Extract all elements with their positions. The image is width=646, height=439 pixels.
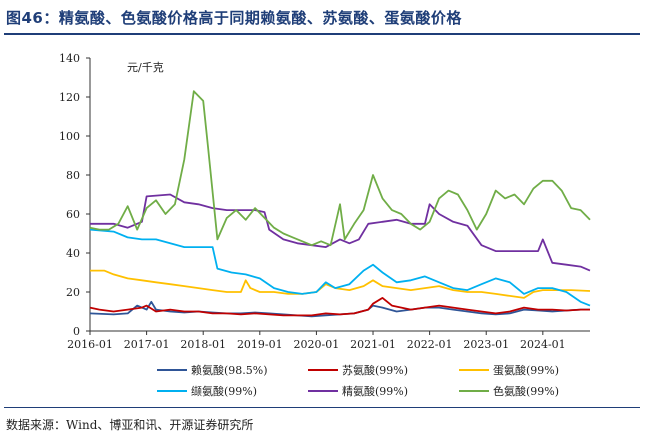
legend-label: 精氨酸(99%) xyxy=(342,384,408,398)
series-line xyxy=(90,193,591,272)
x-tick-label: 2016-01 xyxy=(67,338,113,351)
y-ticks: 0 20 40 60 80 100 120 140 xyxy=(59,52,90,338)
x-tick-label: 2019-01 xyxy=(237,338,283,351)
legend: 赖氨酸(98.5%) 苏氨酸(99%) 蛋氨酸(99%) 缬氨酸(99%) 精氨酸(99… xyxy=(157,363,559,398)
y-tick-label: 140 xyxy=(59,52,80,65)
y-tick-label: 100 xyxy=(59,130,80,143)
y-tick-label: 60 xyxy=(66,208,80,221)
bottom-rule xyxy=(4,407,640,408)
chart-svg: 0 20 40 60 80 100 120 140 2016-01 2017-01 2018-01… xyxy=(59,52,591,398)
legend-label: 色氨酸(99%) xyxy=(493,384,559,398)
title-rule xyxy=(4,33,640,35)
source-note: 数据来源：Wind、博亚和讯、开源证券研究所 xyxy=(6,418,254,432)
x-tick-label: 2024-01 xyxy=(520,338,566,351)
figure-title: 图46：精氨酸、色氨酸价格高于同期赖氨酸、苏氨酸、蛋氨酸价格 xyxy=(6,9,462,27)
x-tick-label: 2020-01 xyxy=(294,338,340,351)
y-tick-label: 20 xyxy=(66,286,80,299)
x-tick-label: 2017-01 xyxy=(124,338,170,351)
x-tick-label: 2023-01 xyxy=(463,338,509,351)
legend-label: 赖氨酸(98.5%) xyxy=(191,363,268,377)
legend-label: 苏氨酸(99%) xyxy=(342,363,408,377)
x-tick-label: 2021-01 xyxy=(350,338,396,351)
x-ticks: 2016-01 2017-01 2018-01 2019-01 2020-01 2021-… xyxy=(67,331,566,351)
series-line xyxy=(89,297,590,317)
series-line xyxy=(89,228,591,307)
x-tick-label: 2022-01 xyxy=(407,338,453,351)
legend-label: 缬氨酸(99%) xyxy=(191,384,257,398)
x-tick-label: 2018-01 xyxy=(180,338,226,351)
y-tick-label: 40 xyxy=(66,247,80,260)
y-tick-label: 80 xyxy=(66,169,80,182)
y-tick-label: 0 xyxy=(73,325,80,338)
y-tick-label: 120 xyxy=(59,91,80,104)
series-line xyxy=(90,269,591,299)
series-line xyxy=(89,90,591,247)
legend-label: 蛋氨酸(99%) xyxy=(493,363,559,377)
axes xyxy=(89,58,590,332)
y-unit-label: 元/千克 xyxy=(127,61,164,74)
series-lines xyxy=(89,90,591,318)
